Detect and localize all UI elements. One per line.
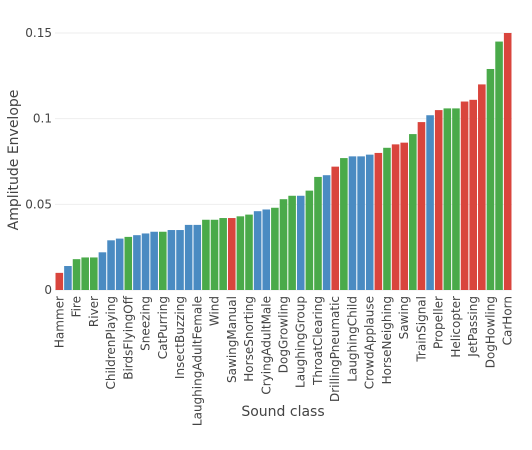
bar xyxy=(503,33,512,290)
bar xyxy=(452,108,460,291)
x-tick-label: Helicopter xyxy=(449,296,463,358)
bar xyxy=(383,147,391,290)
x-tick-label: TrainSignal xyxy=(414,296,428,363)
x-tick-label: LaughingGroup xyxy=(294,296,308,388)
bar xyxy=(357,156,365,290)
y-tick-label: 0 xyxy=(44,283,52,297)
bar xyxy=(348,156,357,290)
bar xyxy=(133,235,141,290)
bar xyxy=(314,176,322,290)
x-tick-label: River xyxy=(87,296,101,327)
x-tick-label: BirdsFlyingOff xyxy=(121,295,135,379)
x-tick-label: Fire xyxy=(70,296,84,317)
x-tick-label: DogHowling xyxy=(483,296,497,368)
bar xyxy=(107,240,115,290)
bar xyxy=(81,257,89,290)
bar xyxy=(340,158,348,290)
x-tick-label: SawingManual xyxy=(225,296,239,383)
bar xyxy=(115,238,124,290)
bar xyxy=(486,68,495,290)
bar xyxy=(167,230,176,290)
bar xyxy=(227,218,236,290)
bar xyxy=(210,219,219,290)
bar xyxy=(184,224,193,290)
bar xyxy=(253,211,262,290)
bar xyxy=(391,144,400,290)
bar xyxy=(443,108,452,291)
bar xyxy=(469,99,477,290)
bar xyxy=(202,219,210,290)
bar xyxy=(374,152,383,290)
bar xyxy=(279,199,288,290)
bar xyxy=(417,122,426,291)
x-tick-label: Wind xyxy=(208,296,222,326)
bar xyxy=(158,231,167,290)
bar xyxy=(434,110,443,290)
x-tick-label: LaughingAdultFemale xyxy=(190,296,204,426)
bar xyxy=(150,231,158,290)
bar xyxy=(478,84,486,291)
bar xyxy=(141,233,150,290)
bar xyxy=(219,218,227,290)
bar xyxy=(426,115,434,291)
bar xyxy=(495,41,503,290)
x-tick-label: LaughingChild xyxy=(345,296,359,382)
y-tick-label: 0.05 xyxy=(25,197,52,211)
x-axis-title: Sound class xyxy=(241,404,324,420)
bar xyxy=(322,175,331,290)
y-tick-label: 0.1 xyxy=(33,112,52,126)
bar xyxy=(64,266,72,290)
bar xyxy=(55,272,64,290)
bar xyxy=(245,214,253,290)
x-tick-label: Sawing xyxy=(397,296,411,339)
bar xyxy=(72,259,81,290)
x-tick-label: Propeller xyxy=(432,296,446,349)
bar xyxy=(400,142,409,290)
y-axis-title: Amplitude Envelope xyxy=(6,90,22,231)
bar xyxy=(98,252,107,290)
x-tick-label: ThroatClearing xyxy=(311,296,325,386)
x-tick-label: CarHorn xyxy=(501,296,515,345)
x-tick-label: HorseSnorting xyxy=(242,296,256,382)
bar xyxy=(193,224,202,290)
x-tick-label: HorseNeighing xyxy=(380,296,394,384)
x-tick-label: CrowdApplause xyxy=(363,296,377,389)
bar xyxy=(271,207,279,290)
bar xyxy=(460,101,469,291)
bar xyxy=(409,134,417,290)
bar xyxy=(90,257,98,290)
bar xyxy=(176,230,184,290)
bar xyxy=(296,195,305,290)
bar xyxy=(124,236,133,290)
x-tick-label: InsectBuzzing xyxy=(173,296,187,379)
bar xyxy=(288,195,296,290)
bar xyxy=(236,216,245,290)
x-tick-label: DrillingPneumatic xyxy=(328,296,342,402)
x-tick-label: Sneezing xyxy=(139,296,153,351)
x-tick-label: Hammer xyxy=(52,296,66,348)
bar xyxy=(305,190,314,290)
x-tick-label: CryingAdultMale xyxy=(259,296,273,395)
x-tick-label: DogGrowling xyxy=(277,296,291,373)
bar xyxy=(331,166,340,290)
x-tick-label: CatPurring xyxy=(156,296,170,359)
x-tick-label: JetPassing xyxy=(466,296,480,358)
bar xyxy=(365,154,374,290)
y-tick-label: 0.15 xyxy=(25,26,52,40)
bar xyxy=(262,209,271,290)
x-tick-label: ChildrenPlaying xyxy=(104,296,118,390)
